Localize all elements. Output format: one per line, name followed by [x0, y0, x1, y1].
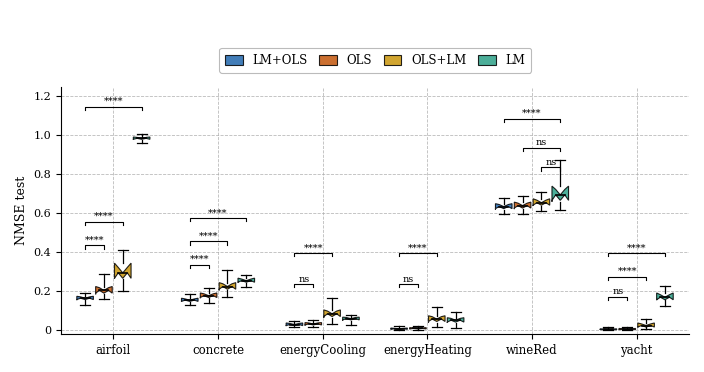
Polygon shape: [96, 286, 112, 294]
Polygon shape: [657, 293, 673, 300]
Polygon shape: [201, 293, 217, 298]
Text: ****: ****: [617, 267, 637, 276]
Text: ****: ****: [189, 255, 209, 264]
Polygon shape: [410, 328, 426, 329]
Polygon shape: [219, 283, 236, 291]
Text: ****: ****: [84, 235, 104, 245]
Polygon shape: [115, 263, 131, 279]
Polygon shape: [429, 316, 445, 323]
Text: ****: ****: [303, 243, 323, 252]
Polygon shape: [619, 328, 636, 330]
Polygon shape: [447, 318, 464, 323]
Polygon shape: [286, 323, 303, 326]
Text: ns: ns: [536, 138, 547, 147]
Polygon shape: [533, 199, 550, 206]
Polygon shape: [343, 317, 359, 321]
Polygon shape: [133, 137, 150, 140]
Text: ****: ****: [408, 243, 427, 252]
Polygon shape: [305, 323, 322, 326]
Text: ****: ****: [199, 232, 218, 241]
Text: ns: ns: [545, 158, 556, 167]
Polygon shape: [77, 296, 94, 300]
Polygon shape: [238, 278, 255, 283]
Text: ****: ****: [522, 109, 542, 118]
Text: ns: ns: [403, 275, 414, 283]
Polygon shape: [638, 323, 655, 327]
Legend: LM+OLS, OLS, OLS+LM, LM: LM+OLS, OLS, OLS+LM, LM: [219, 48, 531, 73]
Polygon shape: [515, 202, 531, 209]
Text: ns: ns: [612, 287, 624, 296]
Polygon shape: [552, 186, 569, 202]
Polygon shape: [496, 203, 512, 209]
Text: ****: ****: [627, 243, 646, 252]
Y-axis label: NMSE test: NMSE test: [15, 176, 28, 245]
Polygon shape: [182, 298, 198, 302]
Text: ****: ****: [103, 97, 123, 106]
Text: ****: ****: [208, 208, 228, 217]
Text: ****: ****: [94, 212, 113, 221]
Polygon shape: [600, 329, 617, 330]
Text: ns: ns: [298, 275, 310, 283]
Polygon shape: [324, 310, 341, 318]
Polygon shape: [391, 328, 408, 329]
